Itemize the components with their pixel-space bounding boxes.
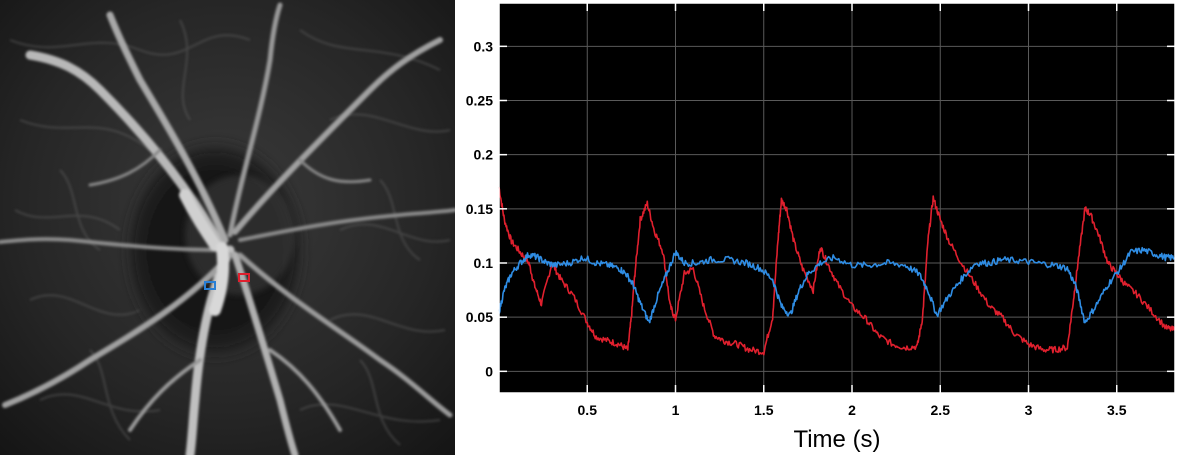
x-tick-label: 0.5 xyxy=(578,402,598,418)
capillary-texture xyxy=(9,19,451,446)
fundus-image-panel xyxy=(0,0,455,455)
fundus-image xyxy=(0,0,455,455)
x-tick-label: 2 xyxy=(848,402,856,418)
series-line-blue xyxy=(498,246,1176,324)
plot-frame xyxy=(498,2,1176,394)
y-tick-labels: 0 0.05 0.1 0.15 0.2 0.25 0.3 xyxy=(466,38,493,379)
series-line-red xyxy=(498,187,1176,356)
y-tick-label: 0.3 xyxy=(474,38,494,54)
x-tick-labels: 0.5 1 1.5 2 2.5 3 3.5 xyxy=(578,402,1127,418)
grid xyxy=(499,3,1175,393)
y-tick-label: 0.25 xyxy=(466,93,493,109)
series-lines xyxy=(498,187,1176,356)
x-tick-label: 1 xyxy=(672,402,680,418)
chart-panel: 0 0.05 0.1 0.15 0.2 0.25 0.3 0.5 1 1.5 2 2.5 3 3.5 T… xyxy=(455,0,1180,455)
tick-marks xyxy=(499,3,1175,393)
line-chart: 0 0.05 0.1 0.15 0.2 0.25 0.3 0.5 1 1.5 2 2.5 3 3.5 T… xyxy=(466,2,1176,453)
marker-blue-roi xyxy=(204,281,216,290)
y-tick-label: 0.05 xyxy=(466,309,493,325)
y-tick-label: 0.2 xyxy=(474,147,494,163)
plot-area xyxy=(499,3,1175,393)
x-axis-label: Time (s) xyxy=(793,426,880,453)
marker-red-roi xyxy=(238,273,250,282)
x-tick-label: 3 xyxy=(1025,402,1033,418)
retinal-vessels xyxy=(0,2,455,455)
x-tick-label: 3.5 xyxy=(1107,402,1127,418)
x-tick-label: 1.5 xyxy=(754,402,774,418)
x-tick-label: 2.5 xyxy=(931,402,951,418)
y-tick-label: 0 xyxy=(485,363,493,379)
y-tick-label: 0.1 xyxy=(474,255,494,271)
y-tick-label: 0.15 xyxy=(466,201,493,217)
